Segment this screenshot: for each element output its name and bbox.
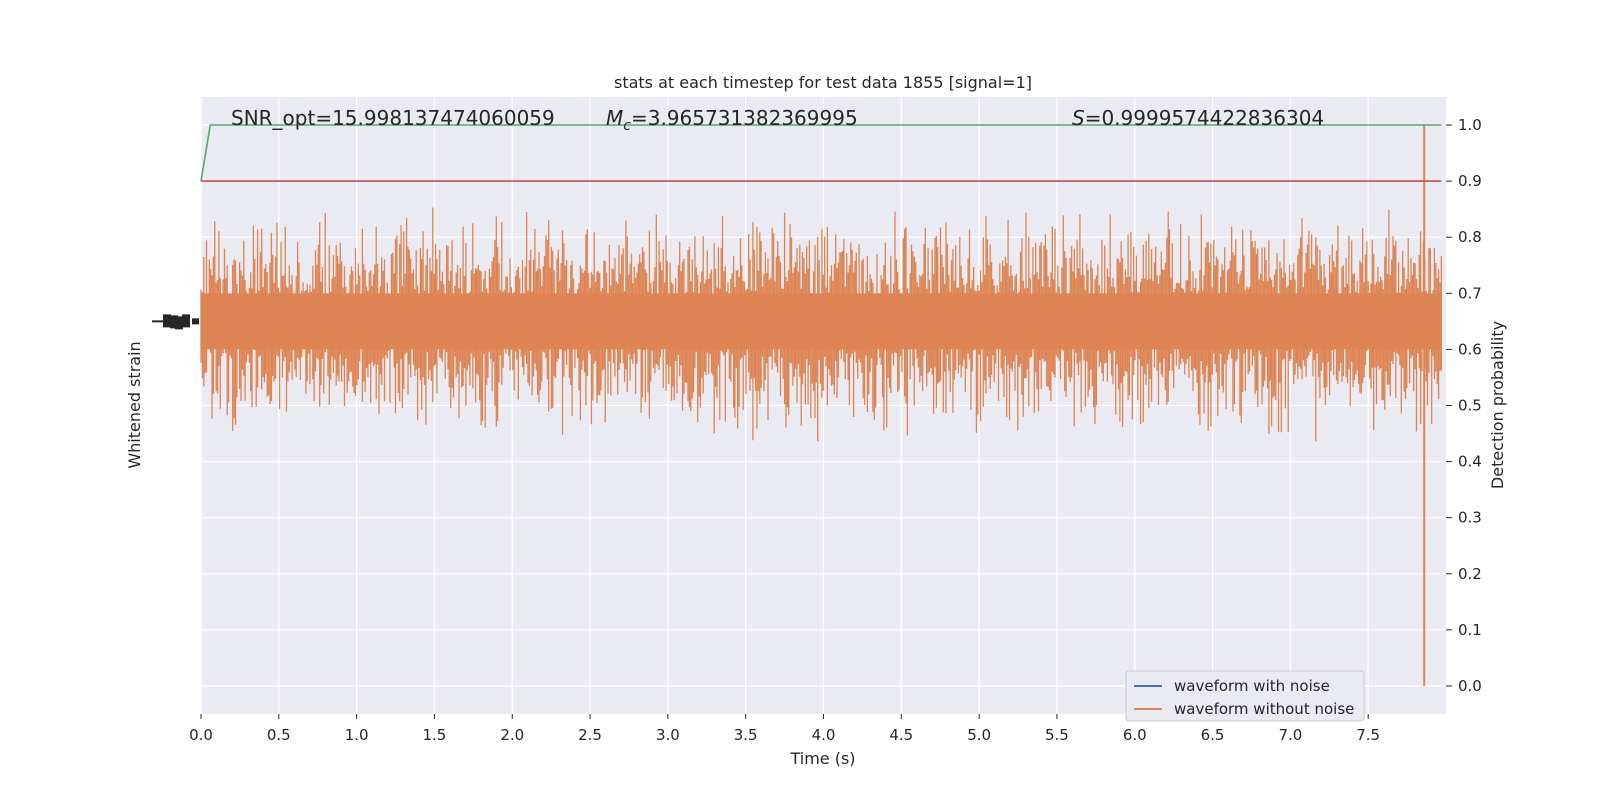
x-tick-label: 7.5 bbox=[1356, 726, 1380, 744]
x-tick-label: 1.0 bbox=[345, 726, 369, 744]
x-tick-label: 1.5 bbox=[423, 726, 447, 744]
mc-symbol: M bbox=[606, 106, 623, 130]
x-tick-label: 0.0 bbox=[189, 726, 213, 744]
left-tick-minus bbox=[152, 320, 164, 323]
spin-annotation: S=0.9999574422836304 bbox=[1072, 106, 1324, 130]
legend-label: waveform with noise bbox=[1174, 677, 1330, 695]
legend-box bbox=[1125, 670, 1365, 722]
right-tick-label: 0.3 bbox=[1458, 509, 1482, 527]
s-symbol: S bbox=[1072, 106, 1085, 130]
right-tick-label: 1.0 bbox=[1458, 116, 1482, 134]
right-tick-label: 0.5 bbox=[1458, 397, 1482, 415]
chart-title: stats at each timestep for test data 185… bbox=[614, 73, 1032, 92]
right-tick-label: 0.1 bbox=[1458, 621, 1482, 639]
left-axis-label: Whitened strain bbox=[125, 341, 144, 468]
x-tick-label: 7.0 bbox=[1278, 726, 1302, 744]
x-axis-ticks: 0.0 0.5 1.0 1.5 2.0 2.5 3.0 3.5 4.0 4.5 5.0 5.5 6.0 6… bbox=[189, 714, 1380, 744]
strain-spikes bbox=[200, 207, 1442, 442]
x-tick-label: 3.5 bbox=[734, 726, 758, 744]
strain-series bbox=[200, 125, 1442, 686]
x-tick-label: 4.5 bbox=[889, 726, 913, 744]
left-tick-cluster bbox=[163, 314, 171, 328]
right-tick-label: 0.7 bbox=[1458, 284, 1482, 302]
right-tick-label: 0.9 bbox=[1458, 172, 1482, 190]
right-tick-label: 0.4 bbox=[1458, 453, 1482, 471]
legend: waveform with noise waveform without nois… bbox=[1125, 670, 1365, 722]
mc-value: =3.965731382369995 bbox=[631, 106, 858, 130]
snr-annotation: SNR_opt=15.998137474060059 bbox=[231, 106, 555, 130]
mc-subscript: c bbox=[623, 118, 631, 134]
x-tick-label: 4.0 bbox=[812, 726, 836, 744]
x-tick-label: 0.5 bbox=[267, 726, 291, 744]
right-tick-label: 0.0 bbox=[1458, 677, 1482, 695]
probability-series bbox=[200, 124, 1442, 182]
right-tick-label: 0.6 bbox=[1458, 340, 1482, 358]
annotations: SNR_opt=15.998137474060059 Mc=3.96573138… bbox=[231, 106, 1324, 134]
x-tick-label: 5.5 bbox=[1045, 726, 1069, 744]
chirp-mass-annotation: Mc=3.965731382369995 bbox=[606, 106, 858, 134]
s-value: =0.9999574422836304 bbox=[1085, 106, 1324, 130]
right-axis-ticks: 0.0 0.1 0.2 0.3 0.4 0.5 0.6 0.7 0.8 0.9 1.0 bbox=[1446, 116, 1482, 695]
detection-probability-line bbox=[200, 124, 1442, 182]
x-tick-label: 6.5 bbox=[1201, 726, 1225, 744]
x-axis-label: Time (s) bbox=[789, 749, 855, 768]
left-axis-ticks bbox=[152, 314, 199, 330]
left-tick-cluster bbox=[170, 315, 178, 329]
right-axis-label: Detection probability bbox=[1488, 321, 1507, 489]
x-tick-label: 3.0 bbox=[656, 726, 680, 744]
left-tick-cluster bbox=[175, 316, 183, 330]
x-tick-label: 2.0 bbox=[500, 726, 524, 744]
left-tick-cluster bbox=[182, 314, 190, 328]
x-tick-label: 6.0 bbox=[1123, 726, 1147, 744]
left-tick-mark bbox=[192, 318, 199, 325]
x-tick-label: 5.0 bbox=[967, 726, 991, 744]
right-tick-label: 0.8 bbox=[1458, 228, 1482, 246]
legend-label: waveform without noise bbox=[1174, 700, 1354, 718]
x-tick-label: 2.5 bbox=[578, 726, 602, 744]
right-tick-label: 0.2 bbox=[1458, 565, 1482, 583]
